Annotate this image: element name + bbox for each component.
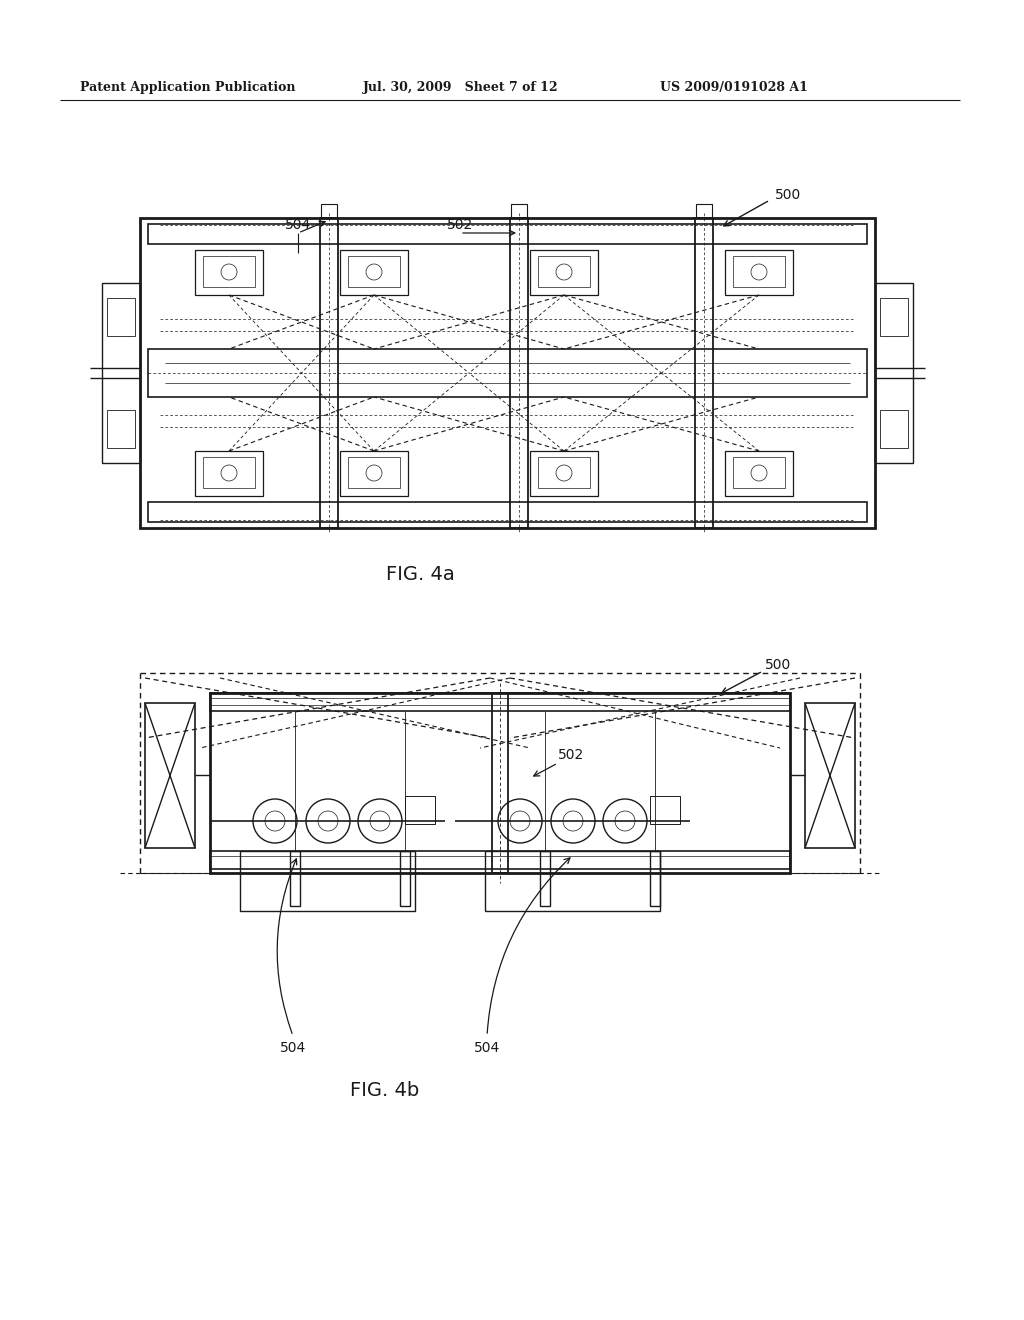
Bar [148,502,867,521]
Bar [148,224,867,244]
Bar [203,256,255,286]
Text: Jul. 30, 2009   Sheet 7 of 12: Jul. 30, 2009 Sheet 7 of 12 [362,82,559,95]
Text: FIG. 4b: FIG. 4b [350,1081,420,1100]
Bar [210,693,790,873]
Bar [650,796,680,824]
Bar [530,249,598,294]
Bar [106,298,135,337]
Bar [290,851,300,906]
Bar [210,693,790,711]
Text: 504: 504 [285,218,311,232]
Bar [696,205,712,218]
Bar [880,411,908,447]
Bar [733,256,785,286]
Bar [319,218,338,528]
Bar [240,851,415,911]
Bar [140,218,874,528]
Bar [805,704,855,847]
Bar [145,704,195,847]
Bar [321,205,337,218]
Bar [538,256,590,286]
Bar [530,451,598,496]
Bar [485,851,660,911]
Bar [148,348,867,397]
Bar [203,457,255,488]
Bar [492,693,508,873]
Bar [348,457,400,488]
Bar [102,282,140,463]
Text: 500: 500 [765,657,792,672]
Text: US 2009/0191028 A1: US 2009/0191028 A1 [660,82,808,95]
Text: 504: 504 [280,1041,306,1055]
Bar [106,411,135,447]
Text: Patent Application Publication: Patent Application Publication [80,82,296,95]
Bar [400,851,410,906]
Bar [511,205,527,218]
Bar [195,249,263,294]
Bar [348,256,400,286]
Bar [874,282,913,463]
Bar [733,457,785,488]
Bar [650,851,660,906]
Bar [538,457,590,488]
Bar [195,451,263,496]
Bar [340,249,408,294]
Bar [540,851,550,906]
Bar [725,249,793,294]
Bar [510,218,528,528]
Text: 504: 504 [474,1041,500,1055]
Bar [210,851,790,869]
Bar [406,796,435,824]
Text: 502: 502 [446,218,473,232]
Text: 502: 502 [558,748,585,762]
Text: FIG. 4a: FIG. 4a [386,565,455,583]
Text: 500: 500 [775,187,801,202]
Bar [340,451,408,496]
Bar [725,451,793,496]
Bar [880,298,908,337]
Bar [695,218,713,528]
